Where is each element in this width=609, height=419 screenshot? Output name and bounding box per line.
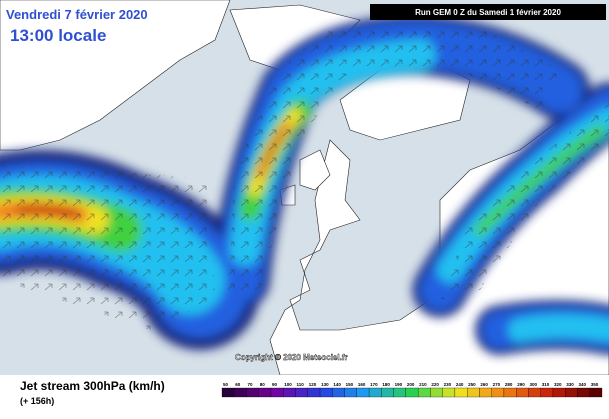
colorbar-tick-label: 320	[554, 382, 562, 387]
colorbar-tick-label: 180	[382, 382, 390, 387]
colorbar-swatch	[540, 387, 554, 398]
colorbar-tick-label: 350	[591, 382, 599, 387]
colorbar-tick-label: 170	[370, 382, 378, 387]
colorbar: 50 60 70 80 90 100 110 120 130 140 150 160 170 180 190…	[221, 382, 603, 398]
colorbar-swatch	[368, 387, 382, 398]
colorbar-swatch	[221, 387, 235, 398]
colorbar-swatch	[405, 387, 419, 398]
colorbar-swatch	[417, 387, 431, 398]
colorbar-tick-label: 70	[248, 382, 254, 387]
colorbar-tick-label: 150	[346, 382, 354, 387]
colorbar-tick-label: 110	[297, 382, 305, 387]
colorbar-tick-label: 300	[529, 382, 537, 387]
colorbar-tick-label: 340	[578, 382, 586, 387]
colorbar-tick-label: 120	[309, 382, 317, 387]
run-label: Run GEM 0 Z du Samedi 1 février 2020	[415, 8, 561, 17]
colorbar-swatch	[577, 387, 590, 398]
colorbar-swatch	[246, 387, 259, 398]
colorbar-swatch	[467, 387, 480, 398]
colorbar-swatch	[552, 387, 566, 398]
time-label: 13:00 locale	[10, 26, 106, 45]
colorbar-swatch	[454, 387, 468, 398]
colorbar-tick-label: 330	[566, 382, 574, 387]
colorbar-tick-label: 290	[517, 382, 525, 387]
colorbar-tick-label: 90	[272, 382, 278, 387]
copyright: Copyright © 2020 Meteociel.fr	[235, 353, 348, 362]
colorbar-tick-label: 240	[456, 382, 464, 387]
colorbar-swatch	[344, 387, 357, 398]
colorbar-swatch	[234, 387, 247, 398]
colorbar-tick-label: 50	[223, 382, 229, 387]
wind-arrows	[0, 25, 609, 330]
colorbar-tick-label: 160	[358, 382, 366, 387]
colorbar-swatch	[589, 387, 603, 398]
colorbar-swatch	[442, 387, 456, 398]
colorbar-swatch	[479, 387, 492, 398]
colorbar-swatch	[319, 387, 333, 398]
colorbar-tick-label: 270	[493, 382, 501, 387]
colorbar-swatch	[430, 387, 443, 398]
colorbar-swatch	[503, 387, 517, 398]
colorbar-tick-label: 80	[260, 382, 266, 387]
colorbar-swatch	[516, 387, 529, 398]
colorbar-swatch	[528, 387, 541, 398]
colorbar-swatch	[332, 387, 345, 398]
map: Copyright © 2020 Meteociel.fr	[0, 0, 609, 375]
colorbar-tick-label: 60	[235, 382, 241, 387]
date-label: Vendredi 7 février 2020	[6, 7, 148, 22]
lead-time: (+ 156h)	[20, 396, 54, 406]
colorbar-swatch	[307, 387, 321, 398]
colorbar-swatch	[295, 387, 308, 398]
colorbar-swatch	[258, 387, 272, 398]
colorbar-tick-label: 280	[505, 382, 513, 387]
colorbar-tick-label: 190	[395, 382, 403, 387]
colorbar-swatch	[381, 387, 394, 398]
colorbar-swatch	[283, 387, 296, 398]
colorbar-swatch	[565, 387, 578, 398]
colorbar-tick-label: 230	[444, 382, 452, 387]
colorbar-tick-label: 130	[321, 382, 329, 387]
run-box	[370, 4, 606, 20]
footer-title: Jet stream 300hPa (km/h)	[20, 379, 165, 393]
colorbar-tick-label: 250	[468, 382, 476, 387]
colorbar-swatch	[270, 387, 284, 398]
colorbar-tick-label: 100	[284, 382, 292, 387]
colorbar-swatch	[356, 387, 370, 398]
colorbar-swatch	[491, 387, 505, 398]
colorbar-swatch	[393, 387, 407, 398]
colorbar-tick-label: 220	[431, 382, 439, 387]
colorbar-tick-label: 260	[480, 382, 488, 387]
colorbar-tick-label: 210	[419, 382, 427, 387]
colorbar-tick-label: 200	[407, 382, 415, 387]
colorbar-tick-label: 310	[542, 382, 550, 387]
colorbar-tick-label: 140	[333, 382, 341, 387]
